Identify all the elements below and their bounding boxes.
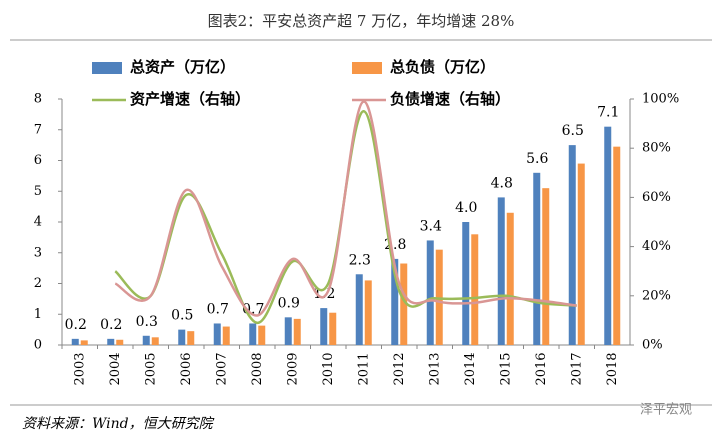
bar [435,249,443,345]
x-tick-label: 2018 [605,352,620,385]
y-tick-label: 8 [34,92,42,107]
x-tick-label: 2009 [285,352,300,385]
data-label: 3.4 [420,218,442,234]
x-tick-label: 2016 [534,352,549,385]
watermark: 泽平宏观 [640,403,692,418]
bar [142,335,150,345]
y-tick-label: 2 [34,276,42,291]
legend-label: 资产增速（右轴） [130,90,250,108]
y-tick-label: 3 [34,245,42,260]
bar [71,338,79,345]
bar [364,280,372,345]
bar [613,146,621,345]
bar [462,222,470,345]
y2-tick-label: 60% [642,190,671,205]
y2-tick-label: 0% [642,338,663,353]
data-label: 2.3 [349,252,371,268]
x-tick-label: 2017 [569,352,584,385]
y2-tick-label: 100% [642,92,679,107]
x-tick-label: 2006 [179,352,194,385]
data-label: 5.6 [526,151,548,167]
bar [497,197,505,345]
chart-title: 图表2：平安总资产超 7 万亿，年均增速 28% [208,12,515,30]
bar [604,126,612,345]
bar [329,312,337,345]
legend-swatch [352,62,382,74]
legend-label: 总负债（万亿） [390,58,495,76]
data-label: 0.9 [278,295,300,311]
bar [284,317,292,345]
x-tick-label: 2004 [108,352,123,385]
data-label: 4.8 [491,175,513,191]
bar [506,212,514,345]
y-tick-label: 0 [34,338,42,353]
data-label: 7.1 [597,105,619,121]
data-label: 4.0 [455,200,477,216]
x-tick-label: 2010 [321,352,336,385]
y-tick-label: 6 [34,153,42,168]
x-tick-label: 2008 [250,352,265,385]
x-tick-label: 2005 [143,352,158,385]
x-tick-label: 2013 [427,352,442,385]
bar [213,323,221,345]
bar [258,325,266,345]
data-label: 0.2 [65,317,87,333]
data-label: 0.7 [207,301,229,317]
bar [391,258,399,345]
bar [107,338,115,345]
bar [426,240,434,345]
y2-tick-label: 80% [642,141,671,156]
y-tick-label: 1 [34,307,42,322]
y2-tick-label: 20% [642,288,671,303]
data-label: 0.2 [100,317,122,333]
data-label: 6.5 [562,123,584,139]
bar [178,329,186,345]
x-tick-label: 2007 [214,352,229,385]
x-tick-label: 2011 [356,352,371,385]
bar [249,323,257,345]
bar [320,308,328,345]
bar [400,263,408,345]
y2-tick-label: 40% [642,239,671,254]
bar [151,337,159,345]
bar [471,234,479,345]
y-tick-label: 7 [34,122,42,137]
x-tick-label: 2003 [72,352,87,385]
data-label: 0.3 [136,314,158,330]
bar [568,145,576,345]
data-label: 0.5 [171,308,193,324]
bar [542,188,550,345]
x-tick-label: 2015 [498,352,513,385]
bar [80,340,88,345]
bar [116,339,124,345]
x-tick-label: 2014 [463,352,478,385]
bar [187,331,195,345]
bar [293,318,301,345]
legend-label: 负债增速（右轴） [390,90,510,108]
legend-swatch [92,62,122,74]
source: 资料来源：Wind，恒大研究院 [22,416,215,432]
bar [222,326,230,345]
y-tick-label: 4 [34,215,42,230]
bar [577,163,585,345]
bar [533,172,541,345]
y-tick-label: 5 [34,184,42,199]
data-label: 2.8 [384,237,406,253]
bar [355,274,363,345]
x-tick-label: 2012 [392,352,407,385]
legend-label: 总资产（万亿） [130,58,235,76]
line [114,100,577,317]
